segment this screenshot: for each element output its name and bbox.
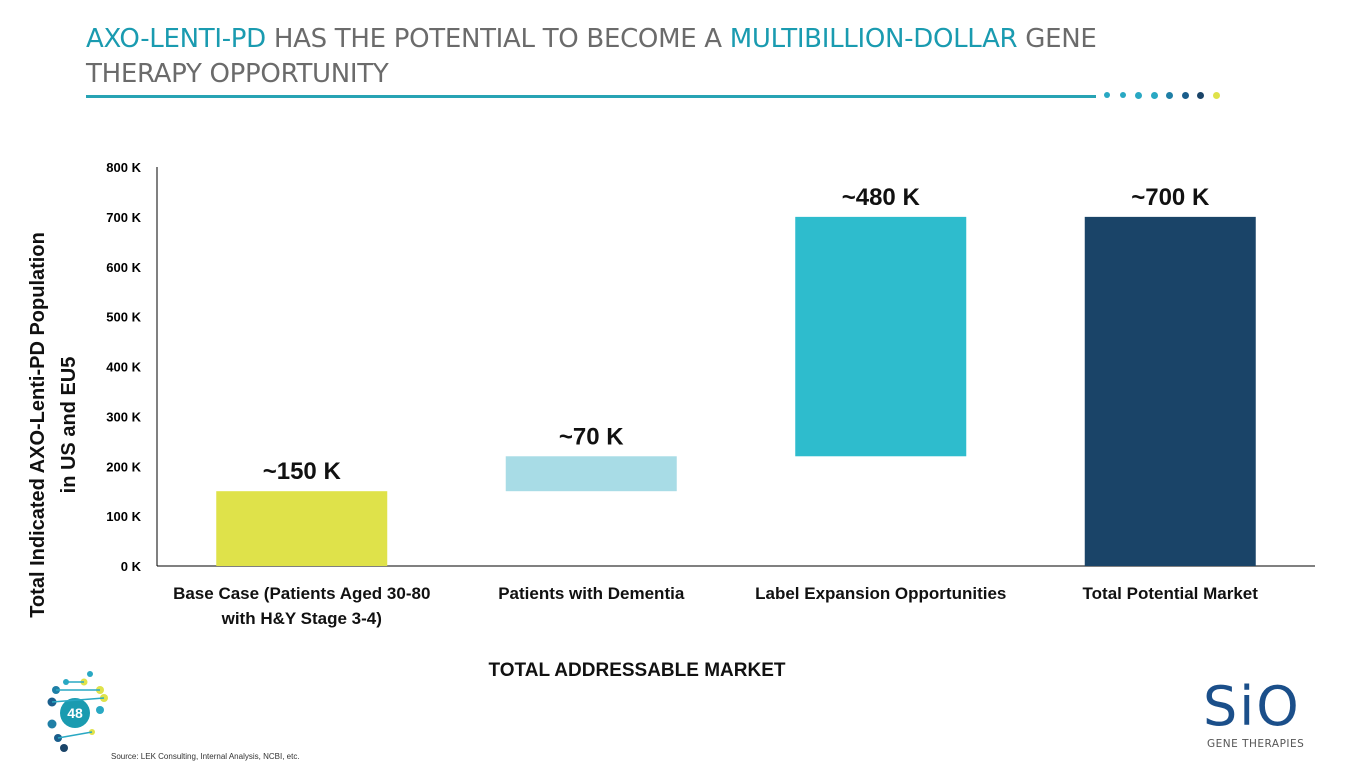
dna-logo-icon: [47, 671, 108, 752]
decorative-dot: [1104, 92, 1110, 98]
decorative-dot: [1150, 92, 1158, 99]
title-text: HAS THE POTENTIAL TO BECOME A: [265, 24, 730, 54]
x-category-label: Base Case (Patients Aged 30-80: [173, 584, 430, 603]
title-underline: [86, 95, 1096, 98]
y-tick-label: 700 K: [106, 210, 141, 225]
y-tick-label: 300 K: [106, 409, 141, 424]
source-note: Source: LEK Consulting, Internal Analysi…: [111, 752, 300, 761]
page-number-badge: 48: [60, 698, 90, 728]
x-axis-title: TOTAL ADDRESSABLE MARKET: [489, 660, 786, 681]
x-category-label: Total Potential Market: [1083, 584, 1259, 603]
y-axis-title: Total Indicated AXO-Lenti-PD Population i…: [27, 232, 80, 618]
company-logo: SiO: [1203, 675, 1301, 738]
bar: [1084, 216, 1256, 566]
decorative-dot: [1197, 92, 1204, 99]
decorative-dot: [1166, 92, 1173, 99]
bar: [505, 456, 677, 492]
x-category-label: Patients with Dementia: [498, 584, 685, 603]
y-tick-label: 400 K: [106, 360, 141, 375]
bar-value-label: ~150 K: [263, 458, 342, 485]
title-text-end: GENE THERAPY OPPORTUNITY: [86, 24, 1097, 89]
x-category-label: Label Expansion Opportunities: [755, 584, 1006, 603]
bar: [216, 491, 388, 566]
company-logo-subtitle: GENE THERAPIES: [1207, 738, 1305, 750]
title-highlight-value: MULTIBILLION-DOLLAR: [729, 24, 1018, 54]
decorative-dot: [1181, 92, 1189, 99]
y-tick-label: 0 K: [121, 559, 142, 574]
bar-value-label: ~700 K: [1131, 184, 1210, 211]
y-axis-title-line: Total Indicated AXO-Lenti-PD Population: [27, 232, 49, 618]
slide-title: AXO-LENTI-PD HAS THE POTENTIAL TO BECOME…: [86, 22, 1206, 92]
y-tick-label: 600 K: [106, 260, 141, 275]
y-tick-label: 500 K: [106, 310, 141, 325]
y-axis-title-line: in US and EU5: [58, 357, 80, 494]
decorative-dot: [1212, 92, 1220, 99]
decorative-dot: [1135, 92, 1142, 99]
x-category-label: with H&Y Stage 3-4): [221, 609, 382, 628]
y-tick-label: 800 K: [106, 160, 141, 175]
title-highlight-product: AXO-LENTI-PD: [86, 24, 266, 54]
decorative-dot: [1119, 92, 1126, 98]
y-tick-label: 100 K: [106, 509, 141, 524]
y-tick-label: 200 K: [106, 459, 141, 474]
bar: [795, 216, 967, 457]
bar-value-label: ~70 K: [559, 423, 624, 450]
bar-value-label: ~480 K: [842, 184, 921, 211]
